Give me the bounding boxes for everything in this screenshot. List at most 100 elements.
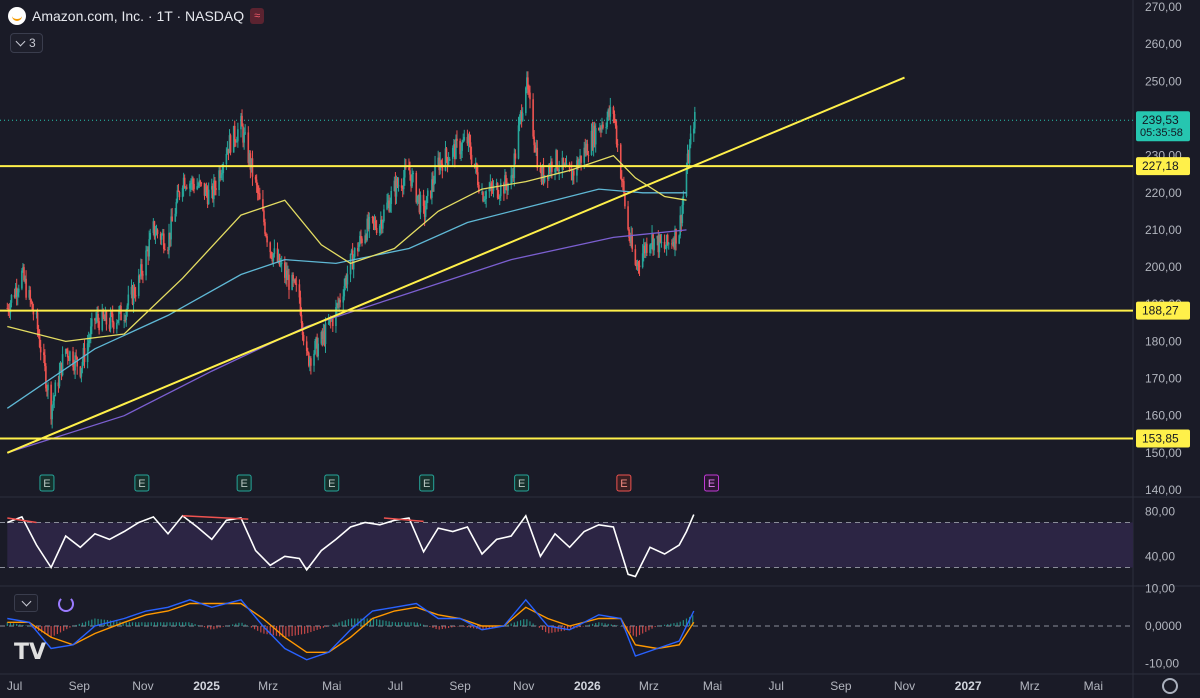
macd-histogram-bar [12, 623, 15, 626]
time-tick-label: Mrz [258, 679, 278, 693]
level-price-label: 188,27 [1142, 304, 1179, 318]
macd-histogram-bar [419, 623, 422, 626]
price-tick-label: 170,00 [1145, 372, 1182, 386]
macd-histogram-bar [228, 625, 231, 626]
candle-body [605, 127, 607, 129]
macd-histogram-bar [313, 626, 315, 631]
candle-body [579, 155, 581, 162]
candle-body [306, 351, 309, 353]
candle-body [651, 234, 653, 245]
macd-histogram-bar [213, 626, 215, 630]
candle-body [606, 117, 608, 128]
time-axis: Jul Sep Nov 2025 Mrz Mai Jul Sep Nov 2026 Mrz Mai Ju… [7, 679, 1103, 693]
time-tick-label: Sep [69, 679, 91, 693]
macd-histogram-bar [685, 618, 688, 626]
candle-body [23, 267, 25, 281]
candle-body [483, 199, 485, 202]
candle-body [498, 196, 501, 198]
macd-histogram-bar [128, 622, 130, 626]
candle-body [255, 179, 258, 186]
candle-body [43, 352, 45, 356]
candle-body [227, 148, 230, 154]
candle-body [178, 191, 181, 198]
candle-body [570, 169, 573, 181]
candle-body [624, 192, 626, 207]
candle-body [330, 318, 333, 321]
candle-body [169, 232, 171, 240]
macd-histogram-bar [81, 622, 84, 626]
macd-histogram-bar [566, 626, 569, 631]
macd-histogram-bar [329, 625, 331, 627]
candle-body [64, 348, 67, 355]
candle-body [609, 107, 612, 117]
indicators-toggle-button[interactable]: 3 [10, 33, 43, 53]
macd-histogram-bar [253, 626, 256, 630]
candle-body [688, 144, 691, 163]
macd-tick-label: 0,0000 [1145, 619, 1182, 633]
candle-body [328, 318, 331, 323]
candle-body [440, 160, 443, 164]
settings-gear-icon[interactable] [1162, 678, 1178, 694]
candle-body [315, 337, 317, 342]
earnings-marker-label: E [138, 478, 145, 490]
candle-body [95, 318, 97, 321]
candle-body [387, 200, 389, 203]
pane-collapse-button[interactable] [14, 594, 38, 612]
candle-body [86, 343, 89, 363]
macd-histogram-bar [354, 618, 356, 626]
candle-body [608, 109, 611, 117]
candle-body [242, 126, 244, 143]
candle-body [430, 190, 432, 198]
candle-body [615, 125, 618, 145]
candle-body [454, 144, 456, 160]
candle-body [518, 117, 521, 126]
candle-body [602, 124, 604, 128]
candle-body [620, 178, 623, 181]
candle-body [321, 332, 324, 340]
candle-body [29, 290, 32, 300]
candle-body [291, 274, 293, 290]
candle-body [309, 358, 311, 366]
candle-body [631, 234, 634, 250]
candle-body [280, 262, 283, 265]
macd-histogram-bar [488, 626, 490, 629]
amazon-logo-icon [8, 7, 26, 25]
macd-histogram-bar [410, 622, 412, 626]
candle-body [210, 186, 213, 190]
candle-body [680, 215, 683, 224]
candle-body [364, 235, 366, 244]
candle-body [37, 329, 40, 337]
candle-body [278, 254, 281, 266]
macd-histogram-bar [72, 626, 74, 627]
candle-body [462, 140, 465, 142]
price-tick-label: 250,00 [1145, 74, 1182, 88]
tradingview-logo-icon[interactable]: TV [14, 640, 47, 665]
candle-body [162, 233, 165, 250]
candle-body [590, 130, 593, 155]
candle-body [241, 115, 243, 127]
candle-body [673, 242, 675, 248]
candle-body [65, 348, 68, 351]
candlestick-series [6, 71, 696, 429]
candle-body [400, 185, 403, 188]
macd-histogram-bar [294, 626, 296, 636]
candle-body [264, 222, 266, 234]
macd-histogram-bar [617, 625, 619, 626]
candle-body [374, 221, 377, 228]
candle-body [393, 180, 396, 191]
symbol-header[interactable]: Amazon.com, Inc. · 1T · NASDAQ ≈ [8, 6, 265, 26]
macd-histogram-bar [322, 626, 325, 628]
macd-histogram-bar [257, 626, 259, 631]
candle-body [249, 153, 252, 170]
macd-histogram-bar [178, 622, 181, 626]
symbol-title[interactable]: Amazon.com, Inc. · 1T · NASDAQ [32, 8, 245, 24]
sync-icon[interactable] [58, 596, 74, 612]
time-tick-label: Nov [513, 679, 534, 693]
macd-histogram-bar [69, 626, 71, 628]
macd-histogram-bar [88, 620, 90, 626]
candle-body [453, 144, 455, 148]
wave-icon[interactable]: ≈ [250, 8, 265, 24]
candle-body [225, 153, 228, 165]
macd-histogram-bar [156, 622, 159, 626]
